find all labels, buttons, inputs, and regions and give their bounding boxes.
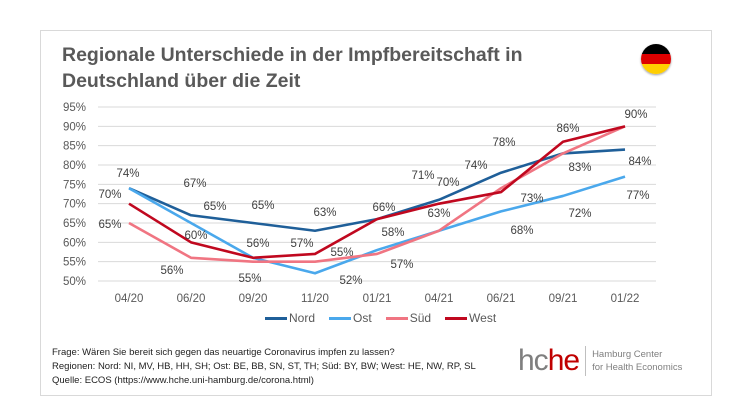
- logo-line1: Hamburg Center: [592, 349, 663, 360]
- legend-swatch: [445, 316, 468, 320]
- data-label: 57%: [390, 259, 413, 271]
- data-label: 55%: [238, 273, 261, 285]
- footer-source: Quelle: ECOS (https://www.hche.uni-hambu…: [52, 375, 314, 386]
- data-label: 71%: [411, 170, 434, 182]
- y-tick-label: 95%: [63, 102, 86, 114]
- data-label: 70%: [98, 189, 121, 201]
- hche-logo: hche Hamburg Center for Health Economics: [518, 346, 682, 376]
- x-tick-label: 04/21: [425, 293, 454, 305]
- footer-question: Frage: Wären Sie bereit sich gegen das n…: [52, 347, 395, 358]
- legend-label: Ost: [353, 311, 372, 325]
- data-label: 56%: [246, 238, 269, 250]
- legend-item-ost: Ost: [329, 311, 372, 325]
- legend: Nord Ost Süd West: [265, 311, 496, 325]
- x-tick-label: 01/22: [611, 293, 640, 305]
- flag-stripe-gold: [641, 64, 671, 74]
- data-label: 70%: [436, 177, 459, 189]
- legend-label: West: [469, 311, 497, 325]
- logo-wordmark: hche: [518, 344, 580, 377]
- y-tick-label: 85%: [63, 141, 86, 153]
- x-tick-label: 09/20: [239, 293, 268, 305]
- y-tick-label: 50%: [63, 276, 86, 288]
- data-label: 58%: [381, 227, 404, 239]
- data-label: 74%: [116, 168, 139, 180]
- data-label: 57%: [290, 238, 313, 250]
- data-label: 63%: [427, 208, 450, 220]
- data-label: 84%: [628, 156, 651, 168]
- logo-he: he: [547, 344, 580, 377]
- data-label: 66%: [372, 202, 395, 214]
- data-label: 90%: [624, 109, 647, 121]
- flag-stripe-black: [641, 44, 671, 54]
- legend-item-west: West: [445, 311, 496, 325]
- x-tick-label: 06/20: [177, 293, 206, 305]
- data-label: 67%: [183, 178, 206, 190]
- data-label: 68%: [510, 225, 533, 237]
- logo-line2: for Health Economics: [592, 362, 683, 373]
- data-label: 86%: [556, 123, 579, 135]
- y-tick-label: 75%: [63, 179, 86, 191]
- data-label: 72%: [568, 208, 591, 220]
- data-label: 73%: [520, 193, 543, 205]
- legend-item-sued: Süd: [385, 311, 432, 325]
- data-label: 65%: [251, 200, 274, 212]
- flag-stripe-red: [641, 54, 671, 64]
- y-tick-label: 80%: [63, 160, 86, 172]
- data-label: 65%: [98, 219, 121, 231]
- chart-card: [40, 30, 712, 396]
- y-tick-label: 70%: [63, 199, 86, 211]
- x-tick-label: 06/21: [487, 293, 516, 305]
- data-label: 65%: [203, 201, 226, 213]
- data-label: 83%: [568, 162, 591, 174]
- data-label: 78%: [492, 137, 515, 149]
- y-tick-label: 55%: [63, 257, 86, 269]
- legend-label: Süd: [409, 311, 432, 325]
- legend-swatch: [329, 316, 352, 320]
- y-tick-label: 65%: [63, 218, 86, 230]
- x-tick-label: 11/20: [301, 293, 329, 305]
- data-label: 74%: [464, 160, 487, 172]
- data-label: 55%: [330, 247, 353, 259]
- legend-label: Nord: [289, 311, 316, 325]
- logo-subtitle: Hamburg Center for Health Economics: [592, 348, 682, 374]
- y-tick-label: 90%: [63, 121, 86, 133]
- footer-regions: Regionen: Nord: NI, MV, HB, HH, SH; Ost:…: [52, 361, 476, 372]
- logo-hc: hc: [518, 344, 549, 377]
- logo-divider: [585, 346, 587, 376]
- y-tick-label: 60%: [63, 237, 86, 249]
- chart-title: Regionale Unterschiede in der Impfbereit…: [62, 44, 523, 92]
- legend-swatch: [265, 316, 287, 320]
- data-label: 63%: [313, 207, 336, 219]
- footer-notes: Frage: Wären Sie bereit sich gegen das n…: [52, 346, 476, 388]
- x-tick-label: 09/21: [549, 293, 578, 305]
- x-tick-label: 04/20: [115, 293, 144, 305]
- data-label: 52%: [339, 275, 362, 287]
- x-tick-label: 01/21: [363, 293, 392, 305]
- legend-item-nord: Nord: [265, 311, 315, 325]
- germany-flag-icon: [641, 44, 671, 74]
- legend-swatch: [385, 316, 408, 320]
- data-label: 77%: [626, 190, 649, 202]
- data-label: 60%: [184, 230, 207, 242]
- data-label: 56%: [160, 265, 183, 277]
